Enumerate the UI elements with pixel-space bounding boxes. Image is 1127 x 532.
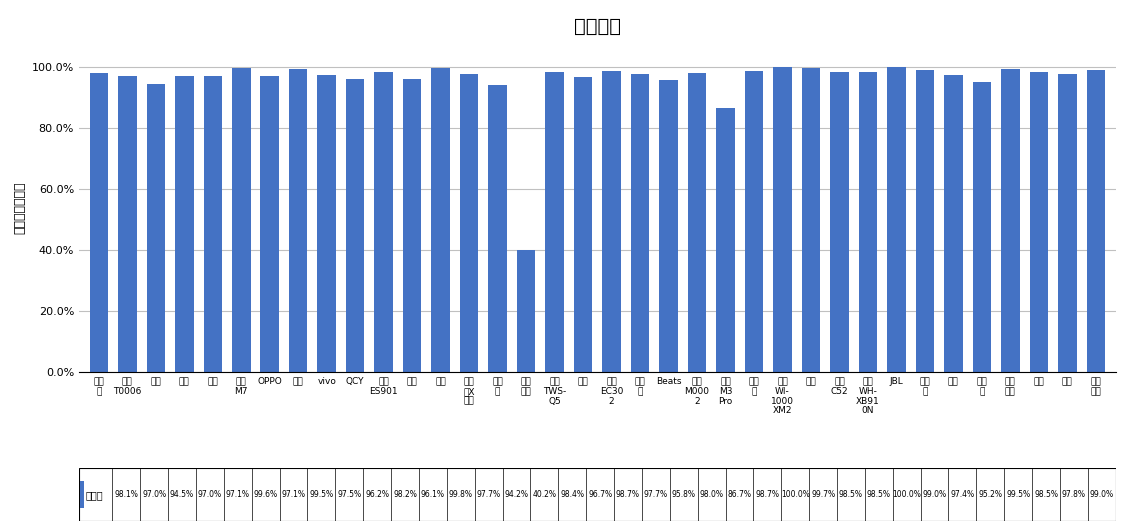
Text: 98.1%: 98.1% — [114, 491, 139, 499]
Bar — [659, 80, 677, 372]
Bar — [147, 84, 165, 372]
Text: 99.5%: 99.5% — [309, 491, 334, 499]
Text: 97.0%: 97.0% — [142, 491, 166, 499]
Bar — [717, 107, 735, 372]
Text: 99.8%: 99.8% — [449, 491, 472, 499]
Text: 99.5%: 99.5% — [1006, 491, 1030, 499]
Bar — [118, 76, 136, 372]
Text: 97.4%: 97.4% — [950, 491, 975, 499]
Bar — [574, 77, 593, 372]
Bar — [374, 72, 393, 372]
Bar — [1030, 72, 1048, 372]
Text: 98.5%: 98.5% — [867, 491, 890, 499]
Bar — [517, 250, 535, 372]
Text: 99.7%: 99.7% — [811, 491, 835, 499]
Text: 40.2%: 40.2% — [532, 491, 557, 499]
Bar — [80, 481, 85, 508]
Text: 100.0%: 100.0% — [781, 491, 809, 499]
Text: 86.7%: 86.7% — [727, 491, 752, 499]
Text: 98.7%: 98.7% — [755, 491, 780, 499]
Bar — [1058, 74, 1076, 372]
Bar — [944, 75, 962, 372]
Text: 97.1%: 97.1% — [282, 491, 305, 499]
Text: 99.0%: 99.0% — [923, 491, 947, 499]
Bar — [1086, 70, 1106, 372]
Bar — [318, 74, 336, 372]
Text: 95.2%: 95.2% — [978, 491, 1002, 499]
Text: 100.0%: 100.0% — [893, 491, 921, 499]
Text: 94.2%: 94.2% — [505, 491, 529, 499]
Title: 通话降噪: 通话降噪 — [574, 16, 621, 36]
Text: 97.1%: 97.1% — [225, 491, 250, 499]
Text: 99.0%: 99.0% — [1090, 491, 1113, 499]
Bar — [773, 67, 791, 372]
Bar — [432, 68, 450, 372]
Bar — [89, 73, 108, 372]
Text: 98.0%: 98.0% — [700, 491, 724, 499]
Bar — [602, 71, 621, 372]
Bar — [289, 69, 308, 372]
Bar — [859, 72, 877, 372]
Bar — [1001, 69, 1020, 372]
Bar — [460, 74, 478, 372]
Bar — [403, 79, 421, 372]
Text: 98.5%: 98.5% — [1035, 491, 1058, 499]
Bar — [745, 71, 763, 372]
Y-axis label: 主观测试正确率: 主观测试正确率 — [14, 181, 26, 234]
Text: 98.5%: 98.5% — [838, 491, 863, 499]
Text: 正确率: 正确率 — [86, 490, 104, 500]
Text: 99.6%: 99.6% — [254, 491, 277, 499]
Text: 96.2%: 96.2% — [365, 491, 389, 499]
Bar — [346, 79, 364, 372]
Text: 97.5%: 97.5% — [337, 491, 362, 499]
Text: 97.0%: 97.0% — [198, 491, 222, 499]
Text: 95.8%: 95.8% — [672, 491, 695, 499]
Bar — [631, 74, 649, 372]
Bar — [915, 70, 934, 372]
Bar — [801, 68, 820, 372]
Bar — [687, 73, 707, 372]
Text: 96.7%: 96.7% — [588, 491, 612, 499]
Text: 94.5%: 94.5% — [170, 491, 194, 499]
Text: 97.7%: 97.7% — [477, 491, 500, 499]
Bar — [204, 76, 222, 372]
Text: 98.7%: 98.7% — [616, 491, 640, 499]
Bar — [488, 85, 507, 372]
Bar — [260, 76, 279, 372]
Text: 98.2%: 98.2% — [393, 491, 417, 499]
FancyBboxPatch shape — [79, 468, 1116, 521]
Bar — [973, 81, 991, 372]
Text: 96.1%: 96.1% — [420, 491, 445, 499]
Text: 97.7%: 97.7% — [644, 491, 668, 499]
Text: 97.8%: 97.8% — [1062, 491, 1086, 499]
Bar — [545, 72, 564, 372]
Bar — [175, 76, 194, 372]
Text: 98.4%: 98.4% — [560, 491, 584, 499]
Bar — [232, 68, 250, 372]
Bar — [887, 67, 906, 372]
Bar — [831, 72, 849, 372]
